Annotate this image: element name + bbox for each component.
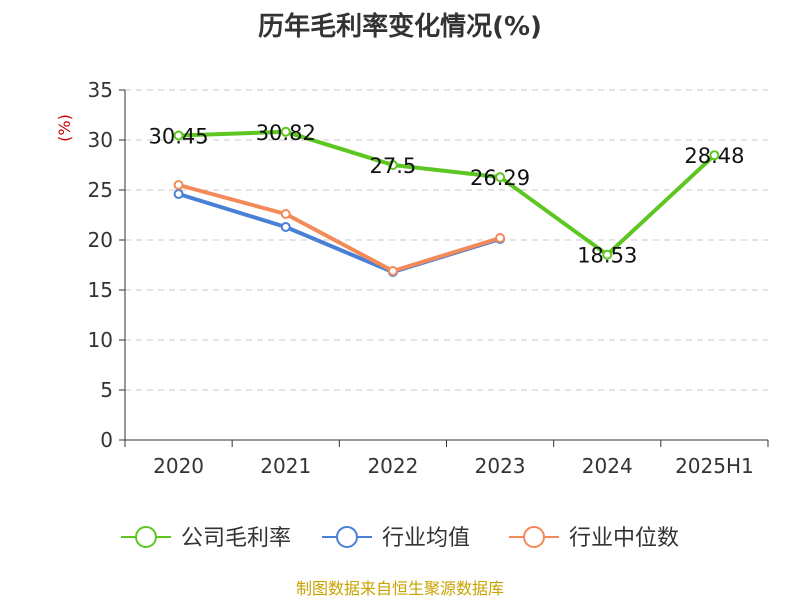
legend-item-2: 行业中位数 — [509, 526, 679, 551]
y-tick-label: 30 — [88, 128, 113, 152]
data-point — [280, 222, 291, 232]
x-tick-label: 2021 — [260, 454, 311, 478]
data-labels: 30.45 30.82 27.5 26.29 18.53 28.48 — [149, 121, 745, 268]
y-tick-label: 25 — [88, 178, 113, 202]
x-tick-label: 2025H1 — [675, 454, 754, 478]
legend-marker — [336, 526, 358, 548]
data-point — [387, 266, 398, 276]
legend-item-1: 行业均值 — [322, 526, 470, 551]
y-axis-unit: (%) — [55, 114, 74, 142]
data-point — [709, 150, 720, 161]
y-tick-label: 15 — [88, 278, 113, 302]
y-tick-label: 0 — [100, 428, 113, 452]
data-point — [173, 189, 184, 199]
y-tick-labels: 0 5 10 15 20 25 30 35 — [88, 78, 113, 452]
data-label: 30.45 — [149, 125, 209, 149]
legend-item-0: 公司毛利率 — [121, 526, 291, 551]
data-point — [495, 233, 506, 243]
data-point — [495, 172, 506, 183]
axes — [119, 89, 769, 447]
y-tick-label: 20 — [88, 228, 113, 252]
grid-lines — [125, 89, 768, 391]
y-tick-label: 35 — [88, 78, 113, 102]
x-tick-label: 2024 — [582, 454, 633, 478]
data-label: 26.29 — [470, 166, 530, 190]
legend: 公司毛利率 行业均值 行业中位数 — [121, 526, 679, 551]
data-point — [280, 209, 291, 219]
x-tick-label: 2022 — [367, 454, 418, 478]
series-2 — [173, 180, 506, 276]
data-label: 28.48 — [684, 144, 744, 168]
data-point — [602, 249, 613, 260]
series-1 — [173, 189, 506, 277]
source-note: 制图数据来自恒生聚源数据库 — [296, 579, 504, 598]
data-point — [387, 160, 398, 170]
x-tick-label: 2023 — [475, 454, 526, 478]
series-line — [178, 129, 716, 257]
x-tick-label: 2020 — [153, 454, 204, 478]
data-label: 30.82 — [256, 121, 316, 145]
data-point — [280, 126, 291, 137]
data-point — [173, 130, 184, 141]
legend-marker — [523, 526, 545, 548]
data-point — [173, 180, 184, 190]
data-label: 27.5 — [370, 154, 417, 178]
x-tick-labels: 2020 2021 2022 2023 2024 2025H1 — [153, 454, 754, 478]
series-line — [178, 183, 501, 273]
series-line — [177, 192, 501, 274]
y-tick-label: 10 — [88, 328, 113, 352]
data-label: 18.53 — [577, 244, 637, 268]
series-0 — [173, 126, 720, 260]
legend-label: 行业中位数 — [569, 526, 679, 551]
legend-label: 公司毛利率 — [181, 526, 291, 551]
legend-marker — [135, 526, 157, 548]
legend-label: 行业均值 — [382, 526, 470, 551]
chart-title: 历年毛利率变化情况(%) — [258, 11, 542, 42]
series-group: 30.45 30.82 27.5 26.29 18.53 28.48 — [149, 121, 745, 277]
y-tick-label: 5 — [100, 378, 113, 402]
